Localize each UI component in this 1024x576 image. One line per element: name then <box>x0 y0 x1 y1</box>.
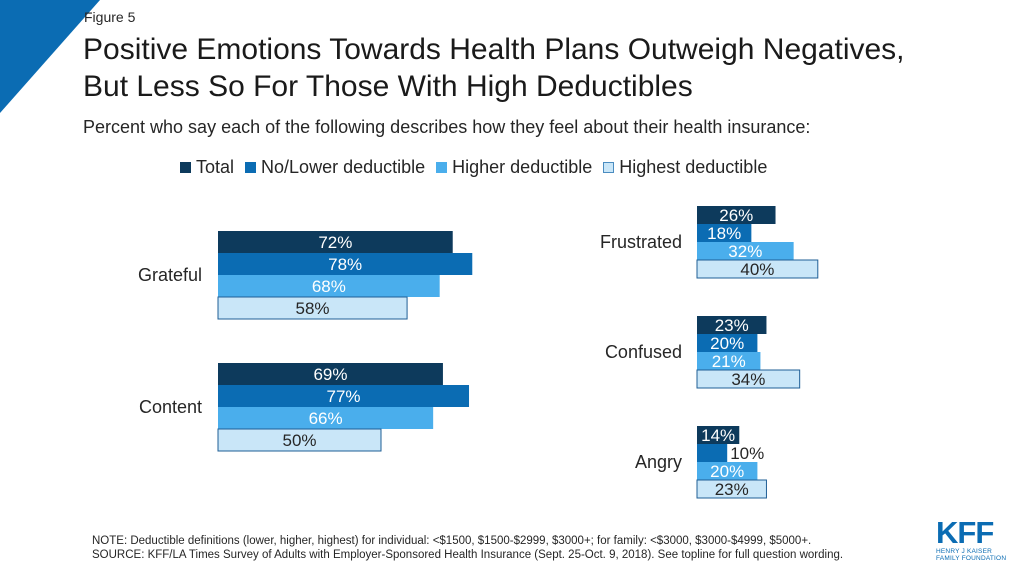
legend-item-total: Total <box>180 157 234 178</box>
data-label-confused-higher: 21% <box>712 352 746 371</box>
bar-content-higher <box>218 407 434 429</box>
data-label-angry-total: 14% <box>701 426 735 445</box>
data-label-content-no-lower: 77% <box>326 387 360 406</box>
data-label-frustrated-higher: 32% <box>728 242 762 261</box>
bar-confused-higher <box>697 352 761 370</box>
corner-triangle <box>0 0 100 113</box>
data-label-grateful-highest: 58% <box>296 299 330 318</box>
data-label-grateful-no-lower: 78% <box>328 255 362 274</box>
data-label-angry-highest: 23% <box>715 480 749 499</box>
title-line-2: But Less So For Those With High Deductib… <box>83 70 693 103</box>
note-text: NOTE: Deductible definitions (lower, hig… <box>92 535 812 547</box>
figure-label: Figure 5 <box>84 9 136 25</box>
legend: Total No/Lower deductible Higher deducti… <box>180 156 778 178</box>
bar-confused-no-lower <box>697 334 758 352</box>
bar-grateful-no-lower <box>218 253 473 275</box>
bar-grateful-highest <box>217 296 408 320</box>
bar-content-total <box>218 363 443 385</box>
legend-swatch-no-lower <box>245 161 257 173</box>
data-label-angry-higher: 20% <box>710 462 744 481</box>
data-label-angry-no-lower: 10% <box>730 444 764 463</box>
legend-item-higher: Higher deductible <box>436 157 592 178</box>
bar-grateful-higher <box>218 275 440 297</box>
data-label-frustrated-total: 26% <box>719 206 753 225</box>
bar-confused-highest <box>696 369 801 389</box>
data-label-frustrated-highest: 40% <box>740 260 774 279</box>
category-label-angry: Angry <box>635 452 682 472</box>
legend-item-no-lower: No/Lower deductible <box>245 157 425 178</box>
chart-subtitle: Percent who say each of the following de… <box>83 117 811 137</box>
logo-mark: KFF <box>936 515 994 550</box>
bar-angry-total <box>697 426 740 444</box>
legend-swatch-total <box>180 161 191 173</box>
data-label-confused-no-lower: 20% <box>710 334 744 353</box>
data-label-frustrated-no-lower: 18% <box>707 224 741 243</box>
bar-angry-no-lower <box>697 444 728 462</box>
data-label-content-highest: 50% <box>282 431 316 450</box>
title-line-1: Positive Emotions Towards Health Plans O… <box>83 33 905 66</box>
legend-label-highest: Highest deductible <box>619 156 768 177</box>
category-label-grateful: Grateful <box>138 265 202 285</box>
bar-frustrated-no-lower <box>697 224 752 242</box>
bar-content-no-lower <box>218 385 470 407</box>
logo-line-2: FAMILY FOUNDATION <box>936 555 1007 562</box>
data-label-grateful-total: 72% <box>318 233 352 252</box>
source-text: SOURCE: KFF/LA Times Survey of Adults wi… <box>92 549 844 561</box>
data-label-confused-total: 23% <box>715 316 749 335</box>
legend-label-higher: Higher deductible <box>452 156 593 177</box>
bar-grateful-total <box>218 231 453 253</box>
footnote: NOTE: Deductible definitions (lower, hig… <box>92 534 843 562</box>
bar-frustrated-higher <box>697 242 794 260</box>
data-label-grateful-higher: 68% <box>312 277 346 296</box>
bar-content-highest <box>217 428 382 452</box>
legend-swatch-higher <box>436 161 448 173</box>
chart-title: Positive Emotions Towards Health Plans O… <box>83 31 905 105</box>
data-label-content-total: 69% <box>313 365 347 384</box>
category-label-frustrated: Frustrated <box>600 232 682 252</box>
bar-angry-higher <box>697 462 758 480</box>
logo-text: HENRY J KAISER FAMILY FOUNDATION <box>936 548 1008 562</box>
logo-line-1: HENRY J KAISER <box>936 548 993 555</box>
legend-label-no-lower: No/Lower deductible <box>261 156 426 177</box>
corner-accent <box>0 0 100 113</box>
bar-frustrated-total <box>697 206 776 224</box>
bar-confused-total <box>697 316 767 334</box>
legend-swatch-highest <box>603 161 615 173</box>
kff-logo: KFF HENRY J KAISER FAMILY FOUNDATION <box>936 515 1008 568</box>
data-label-content-higher: 66% <box>309 409 343 428</box>
legend-label-total: Total <box>196 156 235 177</box>
bar-angry-highest <box>696 479 767 499</box>
category-label-confused: Confused <box>605 342 682 362</box>
data-label-confused-highest: 34% <box>731 370 765 389</box>
category-label-content: Content <box>139 397 202 417</box>
legend-item-highest: Highest deductible <box>603 157 767 178</box>
bar-frustrated-highest <box>696 259 819 279</box>
